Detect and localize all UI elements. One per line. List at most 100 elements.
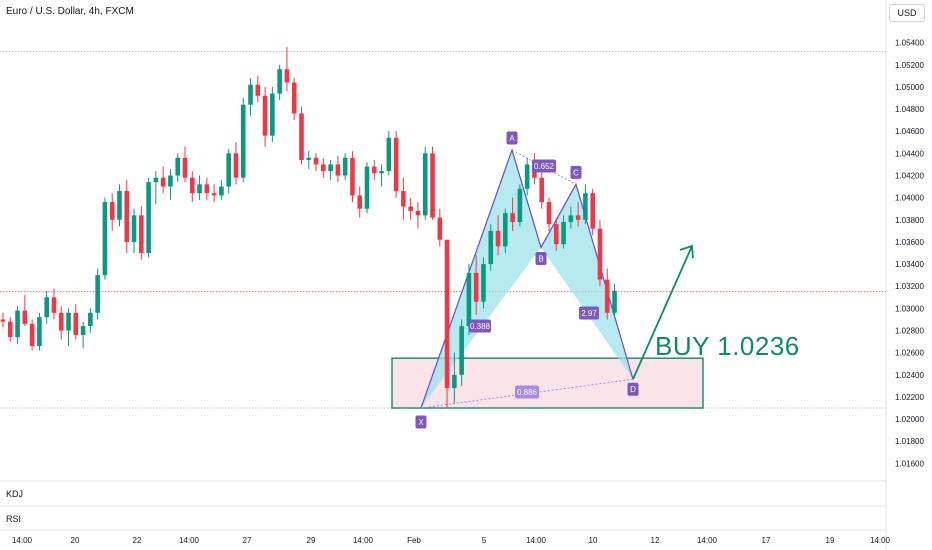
candle-body (415, 210, 421, 216)
candle-body (168, 175, 173, 187)
candle (7, 317, 13, 342)
candle (277, 64, 282, 101)
candle-body (466, 272, 472, 327)
candle-body (51, 297, 57, 313)
y-tick-label: 1.03800 (895, 216, 924, 225)
candle-body (291, 82, 297, 114)
candle-body (459, 326, 464, 375)
candle-body (379, 171, 384, 174)
candle (270, 86, 275, 143)
candle (80, 321, 86, 349)
candle-body (561, 221, 566, 245)
candle (422, 146, 428, 220)
candle-body (401, 190, 406, 207)
candle-body (430, 153, 435, 218)
x-tick-label: 14:00 (870, 536, 891, 545)
indicator-kdj-label[interactable]: KDJ (6, 489, 24, 499)
candle (342, 153, 348, 180)
point-badge-d (627, 382, 639, 396)
candle (226, 148, 231, 194)
candle (553, 217, 559, 251)
candle (313, 153, 319, 172)
point-badge-a (506, 131, 518, 145)
candle-body (255, 84, 261, 96)
candle (430, 146, 435, 220)
candle (197, 175, 202, 200)
candle-body (437, 217, 443, 240)
candle (524, 157, 530, 196)
x-tick-label: 14:00 (526, 536, 547, 545)
candle-body (211, 193, 217, 196)
candle-body (73, 312, 79, 335)
candle-body (189, 177, 195, 194)
point-badge-x (415, 415, 427, 429)
candle-body (109, 202, 115, 220)
candle-body (503, 213, 508, 247)
candle-body (117, 190, 122, 220)
candle-body (393, 137, 399, 191)
projection-arrow-head (679, 244, 694, 259)
candle (590, 188, 595, 236)
x-tick-label: 14:00 (353, 536, 374, 545)
point-label-a: A (509, 134, 515, 143)
candle (575, 202, 581, 227)
candle-body (66, 312, 71, 331)
candle (510, 197, 515, 231)
candle-body (335, 164, 341, 176)
candle-body (408, 206, 413, 211)
point-badge-b (535, 251, 547, 265)
candle (371, 159, 377, 180)
buy-annotation: BUY 1.0236 (655, 331, 800, 361)
currency-selector[interactable]: USD (889, 4, 925, 22)
candle-body (146, 182, 151, 253)
candle (102, 197, 108, 280)
candle (255, 75, 261, 103)
candle (612, 284, 617, 318)
candle-body (102, 202, 108, 276)
candle (51, 288, 57, 320)
candle (604, 268, 610, 320)
point-badge-c (570, 165, 582, 179)
x-tick-label: 14:00 (179, 536, 200, 545)
candle (219, 179, 224, 200)
candle-body (575, 215, 581, 220)
candle-body (517, 188, 523, 222)
candle-body (444, 239, 450, 389)
candle (386, 131, 392, 176)
symbol-title: Euro / U.S. Dollar, 4h, FXCM (6, 6, 134, 17)
candle-body (15, 310, 20, 338)
candle-body (546, 202, 552, 225)
projection-arrow-line (632, 245, 693, 380)
y-tick-label: 1.02800 (895, 327, 924, 336)
candle-body (539, 177, 545, 203)
indicator-rsi-label[interactable]: RSI (6, 514, 22, 524)
candle (211, 184, 217, 203)
candle-body (299, 113, 304, 160)
y-tick-label: 1.03600 (895, 238, 924, 247)
candle-body (495, 230, 501, 247)
candle (546, 197, 552, 231)
price-axis: 1.05400 1.05200 1.05000 1.04800 1.04600 1.044… (895, 39, 924, 469)
candle-body (313, 157, 319, 165)
y-tick-label: 1.01800 (895, 437, 924, 446)
candle (466, 264, 472, 335)
candle-body (226, 153, 231, 187)
candle-body (182, 157, 188, 178)
x-tick-label: 14:00 (697, 536, 718, 545)
x-tick-label: Feb (407, 536, 421, 545)
candle (583, 184, 588, 225)
candle (561, 215, 566, 249)
candle-body (58, 312, 64, 331)
candle-body (604, 279, 610, 313)
candle (299, 106, 304, 165)
candle-body (240, 104, 246, 178)
candle-body (452, 374, 457, 389)
candle (393, 131, 399, 198)
y-tick-label: 1.02600 (895, 349, 924, 358)
candle (240, 97, 246, 183)
candle (189, 171, 195, 203)
candle-body (553, 224, 559, 245)
ratio-badge (532, 159, 556, 173)
candle (306, 151, 312, 169)
